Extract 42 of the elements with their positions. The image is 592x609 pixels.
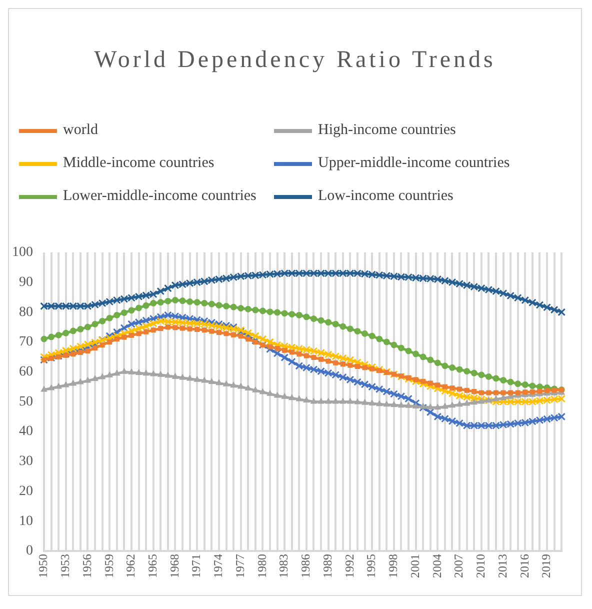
y-tick-label: 60: [19, 364, 33, 380]
x-tick-label: 1953: [58, 554, 72, 578]
y-tick-label: 50: [19, 394, 33, 410]
x-tick-label: 1965: [146, 554, 160, 578]
x-tick-label: 1998: [386, 554, 400, 578]
x-tick-label: 1992: [342, 554, 356, 578]
legend-label: Upper-middle-income countries: [318, 155, 510, 172]
x-tick-label: 1989: [320, 554, 334, 578]
y-tick-label: 100: [12, 245, 33, 260]
y-tick-label: 70: [19, 334, 33, 350]
y-tick-label: 30: [19, 454, 33, 470]
x-tick-label: 1956: [80, 554, 94, 578]
x-tick-label: 2001: [408, 554, 422, 578]
legend-label: High-income countries: [318, 122, 456, 139]
x-tick-label: 1950: [36, 554, 50, 578]
legend-label: world: [63, 122, 98, 139]
legend-label: Low-income countries: [318, 188, 454, 205]
legend-label: Middle-income countries: [63, 155, 214, 172]
y-tick-label: 40: [19, 424, 33, 440]
x-tick-label: 1959: [102, 554, 116, 578]
x-tick-label: 1974: [211, 554, 226, 578]
x-tick-label: 2019: [539, 554, 554, 578]
x-tick-label: 1983: [276, 554, 291, 578]
x-tick-label: 1968: [167, 554, 182, 578]
x-tick-label: 1980: [254, 554, 269, 578]
x-tick-label: 1971: [189, 554, 204, 578]
y-tick-label: 80: [19, 304, 33, 320]
x-tick-label: 1986: [298, 554, 313, 578]
y-tick-label: 10: [19, 514, 33, 529]
x-tick-label: 2007: [452, 554, 466, 578]
x-tick-label: 2004: [430, 554, 444, 578]
y-tick-label: 90: [19, 274, 33, 290]
x-tick-label: 2013: [495, 554, 510, 578]
x-tick-label: 2010: [474, 554, 488, 578]
chart-title: World Dependency Ratio Trends: [93, 46, 497, 75]
legend-label: Lower-middle-income countries: [63, 188, 256, 205]
y-tick-label: 20: [19, 484, 33, 499]
y-tick-label: 0: [26, 544, 33, 559]
x-tick-label: 1995: [364, 554, 378, 578]
x-tick-label: 1977: [232, 554, 247, 578]
x-tick-label: 1962: [124, 554, 138, 578]
x-tick-label: 2016: [517, 554, 532, 578]
